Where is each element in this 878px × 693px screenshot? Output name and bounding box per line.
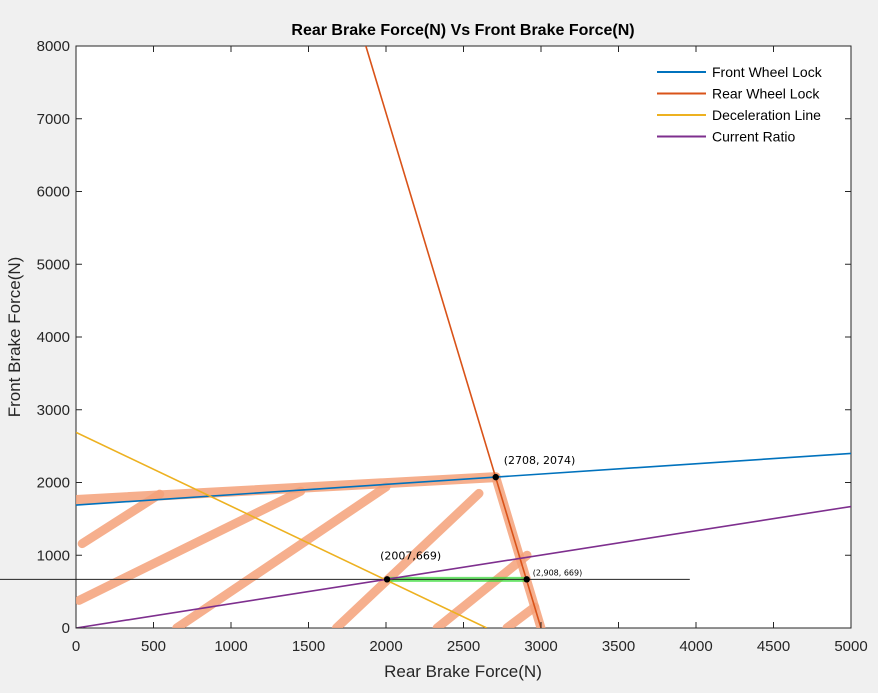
series-line	[76, 452, 851, 506]
annotation-point	[523, 576, 530, 583]
legend-label: Rear Wheel Lock	[712, 86, 820, 102]
x-axis-label: Rear Brake Force(N)	[384, 662, 542, 681]
annotation-label: (2,908, 669)	[533, 568, 583, 577]
ticks-layer: 0 500 1000 1500 2000 2500 3000 3500 4000 4500 5000…	[37, 38, 868, 655]
series-line	[76, 431, 488, 628]
x-tick-label: 2000	[369, 638, 402, 655]
x-tick-label: 5000	[834, 638, 867, 655]
x-tick-label: 4000	[679, 638, 712, 655]
y-tick-label: 8000	[37, 38, 70, 55]
x-tick-label: 2500	[447, 638, 480, 655]
hatch-line	[172, 482, 391, 628]
annotations-layer: (2708, 2074) (2007,669) (2,908, 669)	[380, 454, 583, 583]
y-tick-label: 0	[62, 620, 70, 637]
annotation-label: (2708, 2074)	[504, 454, 576, 467]
x-tick-label: 0	[72, 638, 80, 655]
y-axis-label: Front Brake Force(N)	[5, 257, 24, 418]
hatch-line	[502, 602, 540, 628]
hatch-line	[76, 486, 306, 605]
y-tick-label: 4000	[37, 329, 70, 346]
plot-area	[75, 45, 852, 629]
highlight-band-top	[76, 472, 501, 505]
x-tick-label: 500	[141, 638, 166, 655]
annotation-label: (2007,669)	[380, 549, 441, 562]
y-tick-label: 5000	[37, 256, 70, 273]
annotation-point	[492, 473, 499, 481]
legend-label: Front Wheel Lock	[712, 64, 823, 80]
y-tick-label: 6000	[37, 184, 70, 201]
series-line	[365, 46, 542, 628]
x-tick-label: 4500	[757, 638, 790, 655]
y-tick-label: 1000	[37, 547, 70, 564]
legend-label: Deceleration Line	[712, 107, 821, 123]
series-group	[76, 46, 851, 628]
hatch-line	[432, 550, 532, 628]
y-tick-label: 3000	[37, 402, 70, 419]
hatch-line	[77, 489, 165, 549]
series-layer	[76, 46, 851, 628]
x-tick-label: 1500	[292, 638, 325, 655]
series-line	[76, 505, 851, 628]
legend-label: Current Ratio	[712, 129, 795, 145]
x-tick-label: 3500	[602, 638, 635, 655]
chart-title: Rear Brake Force(N) Vs Front Brake Force…	[291, 22, 634, 39]
hatch-line	[331, 488, 484, 628]
legend: Front Wheel Lock Rear Wheel Lock Decelerat…	[657, 64, 823, 145]
y-tick-label: 7000	[37, 111, 70, 128]
annotation-point	[383, 576, 391, 583]
y-tick-label: 2000	[37, 475, 70, 492]
x-tick-label: 1000	[214, 638, 247, 655]
x-tick-label: 3000	[524, 638, 557, 655]
